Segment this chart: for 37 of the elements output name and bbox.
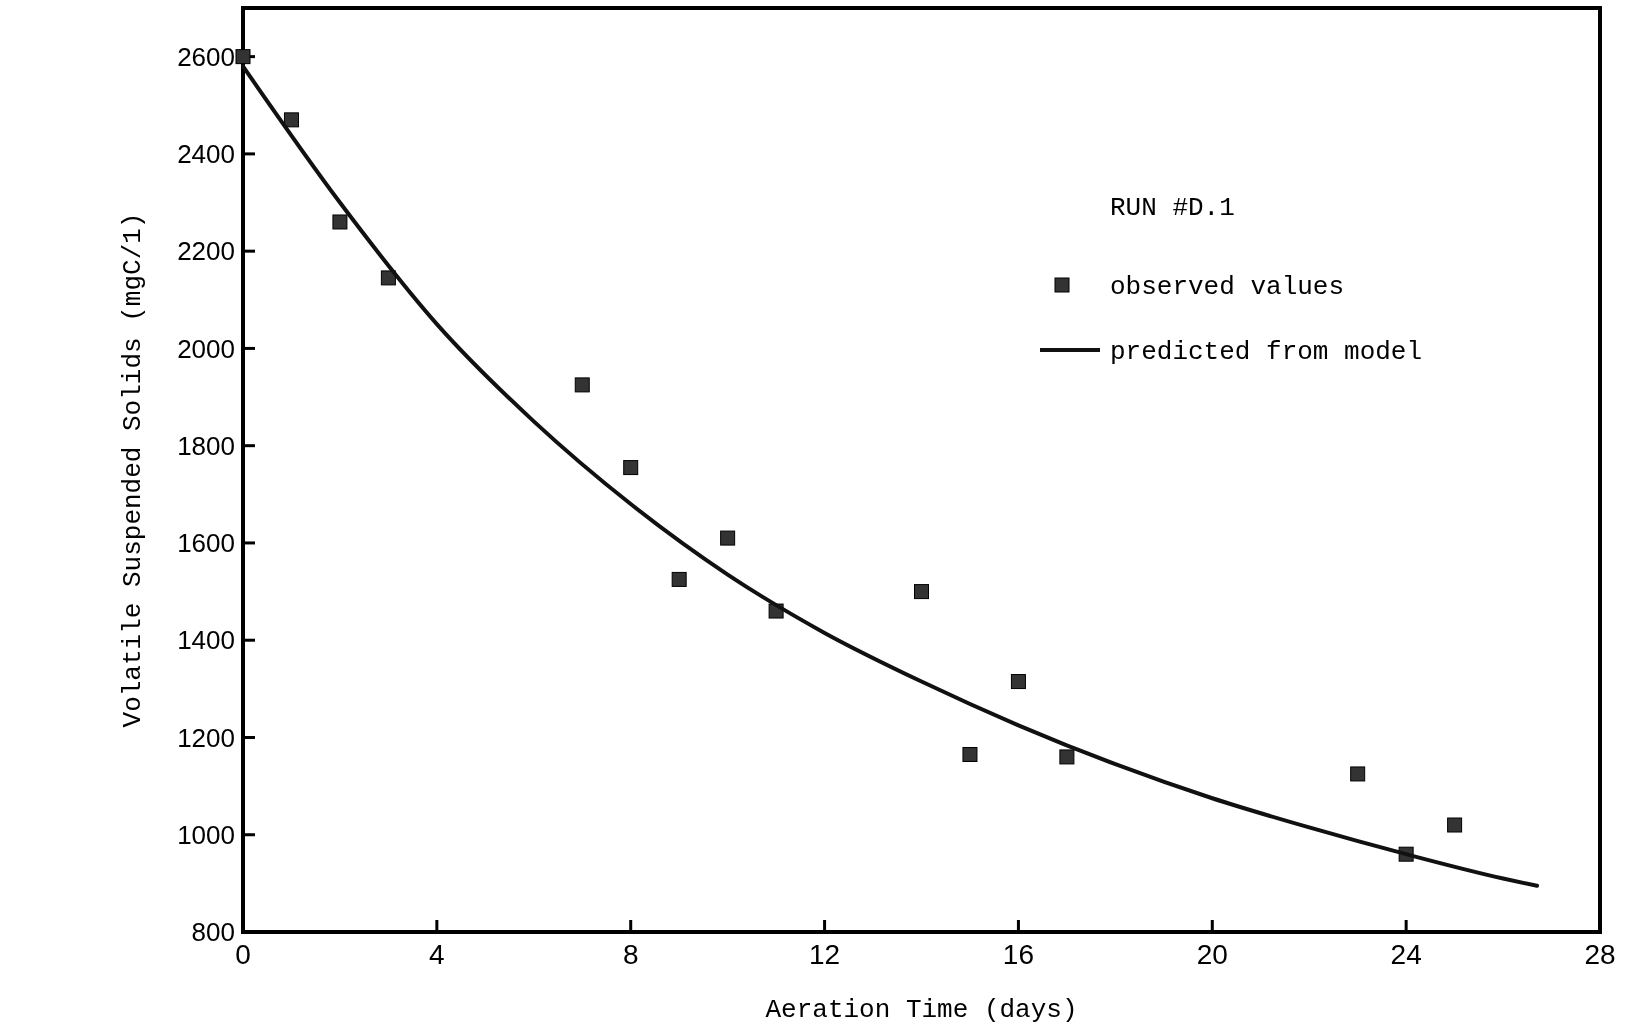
y-tick-label: 1000 bbox=[177, 819, 235, 850]
y-tick-label: 2200 bbox=[177, 236, 235, 267]
point bbox=[380, 270, 396, 286]
y-axis-title: Volatile Suspended Solids (mgC/1) bbox=[118, 212, 148, 728]
x-tick-label: 8 bbox=[622, 939, 639, 970]
y-tick-label: 1200 bbox=[177, 722, 235, 753]
point bbox=[332, 214, 348, 230]
annotation: RUN #D.1 bbox=[1110, 193, 1235, 223]
y-tick-label: 1600 bbox=[177, 528, 235, 559]
x-tick-label: 20 bbox=[1196, 939, 1228, 970]
point bbox=[235, 49, 251, 65]
point bbox=[962, 747, 978, 762]
point bbox=[283, 112, 299, 128]
x-tick-label: 24 bbox=[1390, 939, 1422, 970]
point bbox=[720, 530, 736, 546]
point bbox=[1010, 674, 1026, 690]
x-tick-label: 4 bbox=[429, 939, 445, 970]
x-tick-label: 16 bbox=[1002, 939, 1035, 970]
point bbox=[574, 377, 590, 393]
x-tick-label: 0 bbox=[235, 939, 251, 970]
y-tick-label: 2400 bbox=[177, 138, 235, 169]
legend-label: predicted from model bbox=[1110, 337, 1423, 368]
y-tick-label: 1400 bbox=[177, 625, 235, 656]
y-tick-label: 2600 bbox=[177, 41, 235, 72]
point bbox=[914, 584, 929, 600]
point bbox=[1447, 817, 1463, 833]
y-tick-label: 2000 bbox=[177, 333, 235, 364]
point bbox=[671, 571, 687, 587]
y-tick-label: 1800 bbox=[177, 430, 235, 461]
x-tick-label: 28 bbox=[1584, 939, 1616, 970]
point bbox=[623, 460, 639, 476]
point bbox=[1059, 749, 1075, 765]
y-tick-label: 800 bbox=[191, 917, 235, 948]
point bbox=[1350, 766, 1366, 782]
legend-label: observed values bbox=[1110, 272, 1345, 303]
x-axis-title: Aeration Time (days) bbox=[765, 995, 1078, 1025]
x-tick-label: 12 bbox=[808, 939, 841, 970]
